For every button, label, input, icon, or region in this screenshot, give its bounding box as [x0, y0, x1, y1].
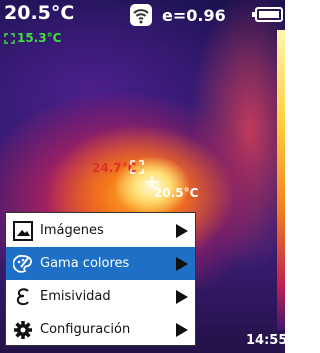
- temperature: 20.5°C: [4, 2, 74, 24]
- menu-label: Imágenes: [40, 223, 168, 238]
- emissivity-icon: [13, 287, 33, 307]
- arrow: [175, 323, 189, 337]
- menu-label: Gama colores: [40, 256, 168, 271]
- min-icon: [4, 33, 15, 44]
- settings-icon: [13, 320, 33, 340]
- clock: 14:55: [246, 333, 285, 348]
- min-temperature: 15.3°C: [17, 31, 61, 45]
- palette-icon: [13, 254, 33, 274]
- battery-icon: [251, 7, 283, 23]
- menu-label: Emisividad: [40, 289, 168, 304]
- menu-item[interactable]: Gama colores: [6, 247, 195, 280]
- wifi-icon: [129, 3, 153, 27]
- menu-item[interactable]: Imágenes: [6, 214, 195, 247]
- emissivity: e=0.96: [162, 6, 226, 25]
- arrow: [175, 257, 189, 271]
- menu-item[interactable]: Emisividad: [6, 280, 195, 313]
- menu-item[interactable]: Configuración: [6, 313, 195, 346]
- menu-label: Configuración: [40, 322, 168, 337]
- arrow: [175, 224, 189, 238]
- menu: Imágenes Gama colores Emisividad Configu…: [5, 212, 196, 346]
- images-icon: [13, 221, 33, 241]
- arrow: [175, 290, 189, 304]
- thermal-screen: 20.5°C 15.3°C e=0.96 24.7°C 20.5°C 14:55…: [0, 0, 285, 353]
- center-temp: 20.5°C: [154, 186, 198, 200]
- color-scale: [277, 30, 285, 330]
